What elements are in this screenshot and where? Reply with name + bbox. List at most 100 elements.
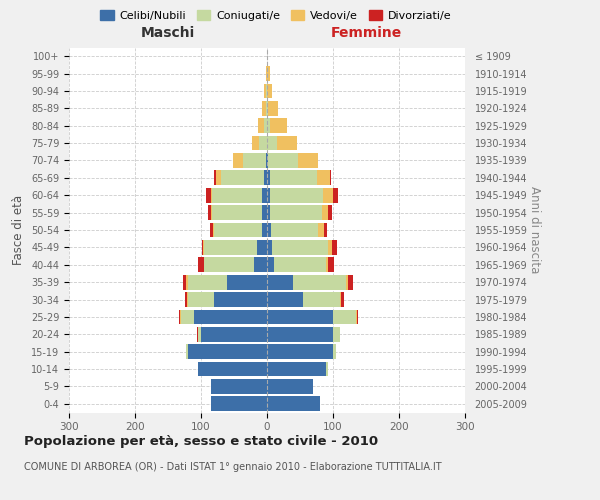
Bar — [211, 188, 212, 202]
Bar — [203, 240, 204, 255]
Bar — [267, 118, 271, 133]
Bar — [215, 170, 221, 185]
Bar — [214, 292, 267, 307]
Bar — [264, 118, 267, 133]
Bar — [333, 188, 338, 202]
Bar — [268, 153, 298, 168]
Bar — [204, 240, 257, 255]
Bar — [267, 205, 271, 220]
Bar — [328, 258, 334, 272]
Bar — [188, 275, 227, 289]
Bar — [326, 362, 328, 376]
Bar — [181, 310, 194, 324]
Bar — [267, 66, 271, 81]
Bar — [266, 84, 267, 98]
Bar — [197, 327, 198, 342]
Bar — [202, 240, 203, 255]
Bar — [328, 205, 332, 220]
Bar — [323, 188, 333, 202]
Bar — [257, 240, 267, 255]
Bar — [341, 292, 344, 307]
Bar — [267, 327, 333, 342]
Bar — [326, 258, 328, 272]
Bar — [227, 275, 267, 289]
Bar — [259, 136, 267, 150]
Bar — [201, 327, 267, 342]
Bar — [267, 379, 313, 394]
Text: COMUNE DI ARBOREA (OR) - Dati ISTAT 1° gennaio 2010 - Elaborazione TUTTITALIA.IT: COMUNE DI ARBOREA (OR) - Dati ISTAT 1° g… — [24, 462, 442, 472]
Bar — [194, 310, 267, 324]
Bar — [208, 205, 211, 220]
Bar — [264, 84, 266, 98]
Bar — [221, 170, 264, 185]
Bar — [183, 275, 187, 289]
Bar — [254, 258, 267, 272]
Bar — [330, 170, 331, 185]
Bar — [267, 396, 320, 411]
Bar — [185, 292, 187, 307]
Bar — [271, 170, 317, 185]
Bar — [267, 258, 274, 272]
Bar — [298, 153, 318, 168]
Bar — [187, 275, 188, 289]
Bar — [293, 275, 346, 289]
Bar — [180, 310, 181, 324]
Bar — [187, 344, 188, 359]
Bar — [188, 344, 267, 359]
Bar — [356, 310, 357, 324]
Bar — [328, 240, 332, 255]
Bar — [211, 396, 267, 411]
Bar — [211, 205, 212, 220]
Bar — [267, 275, 293, 289]
Bar — [188, 292, 214, 307]
Bar — [233, 153, 242, 168]
Bar — [210, 222, 213, 238]
Bar — [271, 205, 322, 220]
Bar — [266, 153, 267, 168]
Bar — [274, 258, 326, 272]
Bar — [271, 188, 323, 202]
Bar — [198, 327, 201, 342]
Bar — [213, 222, 214, 238]
Bar — [267, 310, 333, 324]
Bar — [267, 84, 272, 98]
Bar — [319, 222, 324, 238]
Bar — [277, 136, 296, 150]
Bar — [267, 101, 268, 116]
Bar — [179, 310, 180, 324]
Bar — [267, 136, 277, 150]
Bar — [262, 205, 267, 220]
Bar — [212, 188, 262, 202]
Bar — [267, 222, 271, 238]
Bar — [262, 188, 267, 202]
Bar — [267, 240, 272, 255]
Bar — [333, 327, 340, 342]
Bar — [267, 153, 268, 168]
Bar — [272, 240, 328, 255]
Bar — [346, 275, 347, 289]
Bar — [267, 344, 333, 359]
Bar — [357, 310, 358, 324]
Bar — [214, 222, 262, 238]
Bar — [267, 362, 326, 376]
Bar — [187, 292, 188, 307]
Bar — [253, 136, 259, 150]
Bar — [204, 258, 254, 272]
Y-axis label: Fasce di età: Fasce di età — [13, 195, 25, 265]
Bar — [271, 118, 287, 133]
Bar — [333, 344, 337, 359]
Bar — [267, 292, 304, 307]
Bar — [268, 101, 278, 116]
Bar — [211, 379, 267, 394]
Bar — [203, 258, 204, 272]
Text: Maschi: Maschi — [141, 26, 195, 40]
Legend: Celibi/Nubili, Coniugati/e, Vedovi/e, Divorziati/e: Celibi/Nubili, Coniugati/e, Vedovi/e, Di… — [96, 6, 456, 25]
Bar — [259, 118, 264, 133]
Bar — [212, 205, 262, 220]
Bar — [266, 101, 267, 116]
Bar — [198, 362, 267, 376]
Bar — [262, 101, 266, 116]
Bar — [266, 66, 267, 81]
Bar — [206, 188, 211, 202]
Bar — [317, 170, 330, 185]
